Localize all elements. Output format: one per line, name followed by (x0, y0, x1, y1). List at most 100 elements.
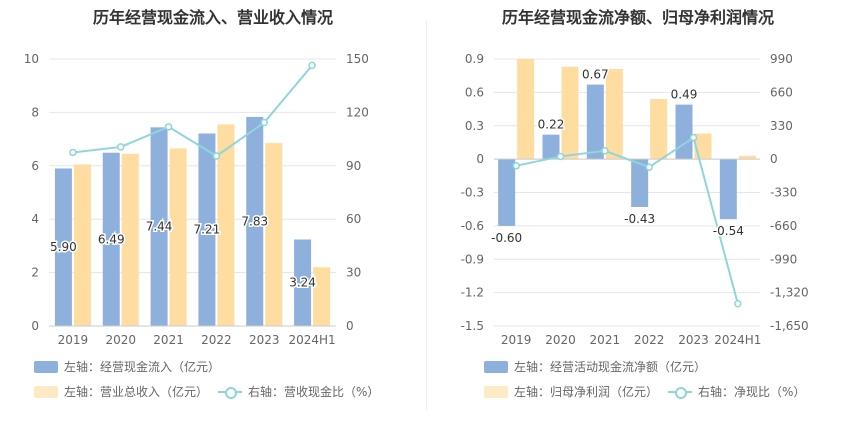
data-label: 7.21 (194, 223, 221, 237)
bar-2-primary (150, 127, 168, 327)
x-axis-tick: 2021 (153, 333, 184, 347)
left-axis-tick: 10 (24, 52, 39, 66)
left-chart: 0 2 4 6 8 10 0 30 60 90 120 150 2019 2020 2021 2022 2023… (24, 52, 369, 347)
right-legend-profit-label: 左轴：归母净利润（亿元） (514, 385, 659, 399)
right-axis-tick: 60 (346, 212, 361, 226)
bar-3-primary (631, 159, 649, 207)
left-legend-ratio[interactable]: 右轴：营收现金比（%） (218, 383, 379, 400)
left-axis-tick: 2 (31, 266, 39, 280)
left-axis-tick: -1.5 (461, 319, 484, 333)
right-axis-tick: 660 (770, 85, 793, 99)
x-axis-tick: 2022 (201, 333, 232, 347)
ratio-point-3 (645, 163, 653, 171)
data-label: -0.43 (624, 212, 655, 226)
bar-5-primary (294, 239, 312, 326)
ratio-line (515, 135, 739, 305)
ratio-line (72, 64, 313, 158)
right-axis-tick: -1,650 (770, 319, 809, 333)
right-axis-tick: 120 (346, 105, 369, 119)
left-axis-tick: -1.2 (461, 286, 484, 300)
panel-divider (426, 20, 427, 410)
left-axis-tick: 0.6 (465, 85, 484, 99)
left-legend-revenue-label: 左轴：营业总收入（亿元） (64, 385, 209, 399)
bar-1-secondary (561, 66, 579, 160)
x-axis-tick: 2024H1 (288, 333, 335, 347)
legend-yellow-swatch (34, 385, 58, 398)
right-axis-tick: 30 (346, 266, 361, 280)
legend-line-marker-icon (218, 386, 242, 399)
data-label: 6.49 (98, 232, 125, 246)
right-axis-tick: -990 (770, 252, 797, 266)
x-axis-tick: 2024H1 (714, 333, 761, 347)
bar-0-secondary (517, 59, 535, 160)
bar-0-primary (54, 168, 72, 326)
left-axis-tick: 8 (31, 105, 39, 119)
bar-5-primary (719, 159, 737, 220)
ratio-point-4 (260, 118, 268, 127)
bar-5-secondary (313, 267, 331, 326)
legend-yellow-swatch (484, 385, 508, 398)
left-axis-tick: 0.9 (465, 52, 484, 66)
legend-line-marker-icon (668, 386, 692, 399)
bar-0-secondary (73, 164, 91, 326)
bar-2-primary (586, 84, 604, 160)
bar-4-primary (246, 116, 264, 327)
left-chart-title: 历年经营现金流入、营业收入情况 (92, 8, 333, 27)
left-axis-tick: 4 (31, 212, 39, 226)
left-legend-inflow[interactable]: 左轴：经营现金流入（亿元） (34, 358, 220, 375)
right-axis-tick: -1,320 (770, 286, 809, 300)
bar-5-secondary (738, 155, 756, 160)
right-legend-ratio[interactable]: 右轴：净现比（%） (668, 383, 805, 400)
right-legend-profit[interactable]: 左轴：归母净利润（亿元） (484, 383, 658, 400)
right-axis-tick: 330 (770, 119, 793, 133)
data-label: -0.54 (713, 224, 744, 238)
ratio-point-2 (164, 123, 173, 131)
x-axis-tick: 2021 (590, 333, 621, 347)
left-axis-tick: -0.9 (461, 252, 484, 266)
data-label: 3.24 (289, 276, 316, 290)
left-axis-tick: 0 (31, 319, 39, 333)
data-label: -0.60 (491, 231, 522, 245)
right-axis-tick: 990 (770, 52, 793, 66)
x-axis-tick: 2019 (58, 333, 89, 347)
bar-2-secondary (169, 148, 187, 326)
ratio-point-1 (117, 143, 125, 151)
x-axis-tick: 2020 (105, 333, 136, 347)
x-axis-tick: 2023 (249, 333, 280, 347)
legend-blue-swatch (484, 360, 508, 373)
data-label: 7.83 (241, 214, 268, 228)
right-chart-title: 历年经营现金流净额、归母净利润情况 (501, 8, 774, 27)
x-axis-tick: 2022 (634, 333, 665, 347)
ratio-point-4 (689, 133, 698, 142)
legend-blue-swatch (34, 360, 58, 373)
ratio-point-5 (308, 61, 316, 70)
right-axis-tick: -660 (770, 219, 797, 233)
bar-4-secondary (694, 133, 712, 160)
data-label: 5.90 (50, 240, 77, 254)
bar-2-secondary (605, 69, 623, 160)
bar-4-secondary (265, 143, 283, 326)
left-legend-revenue[interactable]: 左轴：营业总收入（亿元） (34, 383, 208, 400)
x-axis-tick: 2019 (501, 333, 532, 347)
left-legend-inflow-label: 左轴：经营现金流入（亿元） (64, 360, 221, 374)
bar-1-primary (542, 134, 560, 160)
right-legend-netflow[interactable]: 左轴：经营活动现金流净额（亿元） (484, 358, 706, 375)
bar-3-primary (198, 133, 216, 326)
bar-0-primary (498, 159, 516, 226)
right-legend-ratio-label: 右轴：净现比（%） (698, 385, 806, 399)
right-axis-tick: -330 (770, 186, 797, 200)
right-legend-netflow-label: 左轴：经营活动现金流净额（亿元） (514, 360, 707, 374)
data-label: 7.44 (146, 220, 173, 234)
ratio-point-0 (512, 162, 520, 170)
left-axis-tick: 0 (476, 152, 484, 166)
left-axis-tick: 6 (31, 159, 39, 173)
data-label: 0.22 (538, 118, 565, 132)
left-legend-ratio-label: 右轴：营收现金比（%） (248, 385, 380, 399)
right-axis-tick: 0 (770, 152, 778, 166)
left-axis-tick: -0.6 (461, 219, 484, 233)
ratio-point-1 (556, 152, 565, 161)
data-label: 0.49 (671, 88, 698, 102)
bar-3-secondary (217, 124, 235, 326)
right-axis-tick: 150 (346, 52, 369, 66)
